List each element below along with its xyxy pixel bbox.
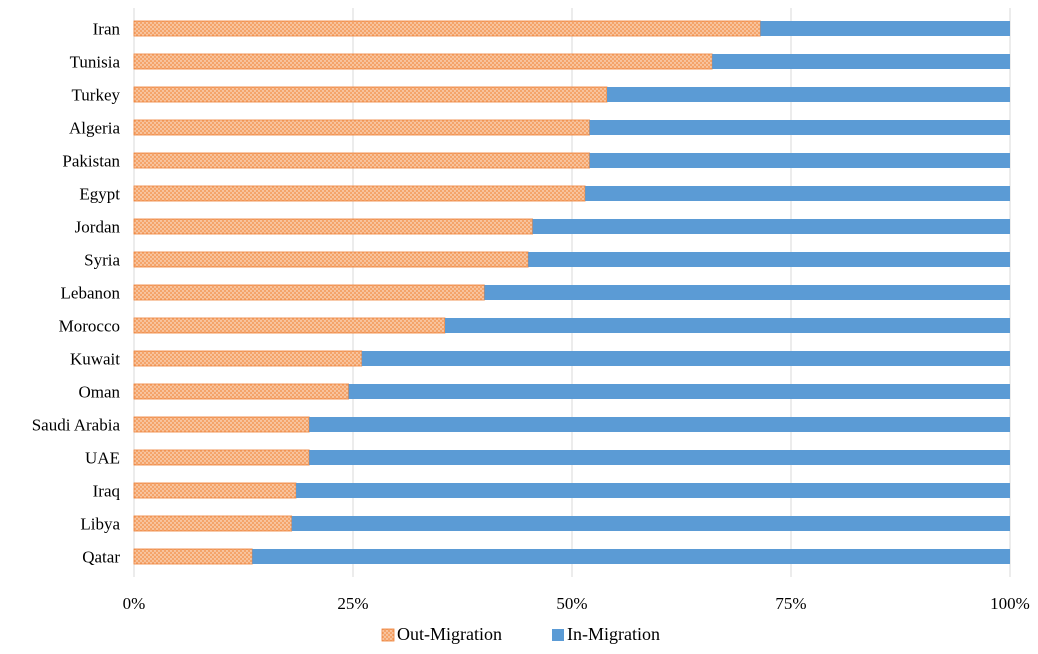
legend-label: Out-Migration [397,624,502,644]
legend-swatch [381,628,395,642]
category-label: Turkey [72,86,121,105]
x-tick-label: 100% [990,594,1030,613]
bar-out-migration-pakistan [133,152,590,169]
bar-in-migration-lebanon [484,285,1010,300]
bar-out-migration-turkey [133,86,608,103]
category-label: UAE [85,449,120,468]
bar-out-migration-lebanon [133,284,485,301]
category-label: Tunisia [70,53,121,72]
category-label: Syria [84,251,120,270]
category-label: Oman [78,383,120,402]
bar-in-migration-turkey [607,87,1010,102]
bar-in-migration-libya [291,516,1010,531]
category-labels: Iran Tunisia Turkey Algeria Pakistan Egypt Jor… [32,20,121,567]
bar-out-migration-libya [133,515,293,532]
category-label: Kuwait [70,350,120,369]
x-tick-label: 25% [337,594,368,613]
category-label: Iran [93,20,121,39]
bar-out-migration-qatar [133,548,253,565]
category-label: Saudi Arabia [32,416,121,435]
category-label: Pakistan [62,152,120,171]
category-label: Egypt [79,185,120,204]
bar-in-migration-uae [309,450,1010,465]
bar-in-migration-egypt [585,186,1010,201]
bar-out-migration-uae [133,449,310,466]
category-label: Lebanon [61,284,121,303]
bar-in-migration-jordan [532,219,1010,234]
category-label: Iraq [93,482,121,501]
bar-out-migration-algeria [133,119,590,136]
category-label: Qatar [82,548,120,567]
bar-in-migration-iran [760,21,1010,36]
bar-in-migration-syria [528,252,1010,267]
bar-out-migration-egypt [133,185,586,202]
bar-out-migration-kuwait [133,350,363,367]
x-tick-label: 75% [775,594,806,613]
bar-out-migration-saudi-arabia [133,416,310,433]
bar-in-migration-algeria [589,120,1010,135]
bar-in-migration-kuwait [361,351,1010,366]
bar-in-migration-pakistan [589,153,1010,168]
bar-in-migration-oman [348,384,1010,399]
bar-in-migration-saudi-arabia [309,417,1010,432]
bar-out-migration-tunisia [133,53,713,70]
bar-out-migration-morocco [133,317,446,334]
x-tick-label: 0% [123,594,146,613]
bar-out-migration-syria [133,251,529,268]
legend-swatch [552,629,564,641]
x-tick-labels: 0% 25% 50% 75% 100% [123,594,1030,613]
bar-out-migration-iran [133,20,761,37]
legend-label: In-Migration [567,624,660,644]
bar-out-migration-iraq [133,482,297,499]
bar-out-migration-oman [133,383,350,400]
bar-in-migration-iraq [296,483,1010,498]
category-label: Morocco [59,317,120,336]
bar-out-migration-jordan [133,218,533,235]
bar-in-migration-qatar [252,549,1010,564]
bar-in-migration-tunisia [712,54,1010,69]
category-label: Algeria [69,119,120,138]
category-label: Libya [80,515,120,534]
category-label: Jordan [75,218,121,237]
legend: Out-Migration In-Migration [381,624,660,644]
bars [133,20,1011,565]
bar-in-migration-morocco [444,318,1011,333]
x-tick-label: 50% [556,594,587,613]
